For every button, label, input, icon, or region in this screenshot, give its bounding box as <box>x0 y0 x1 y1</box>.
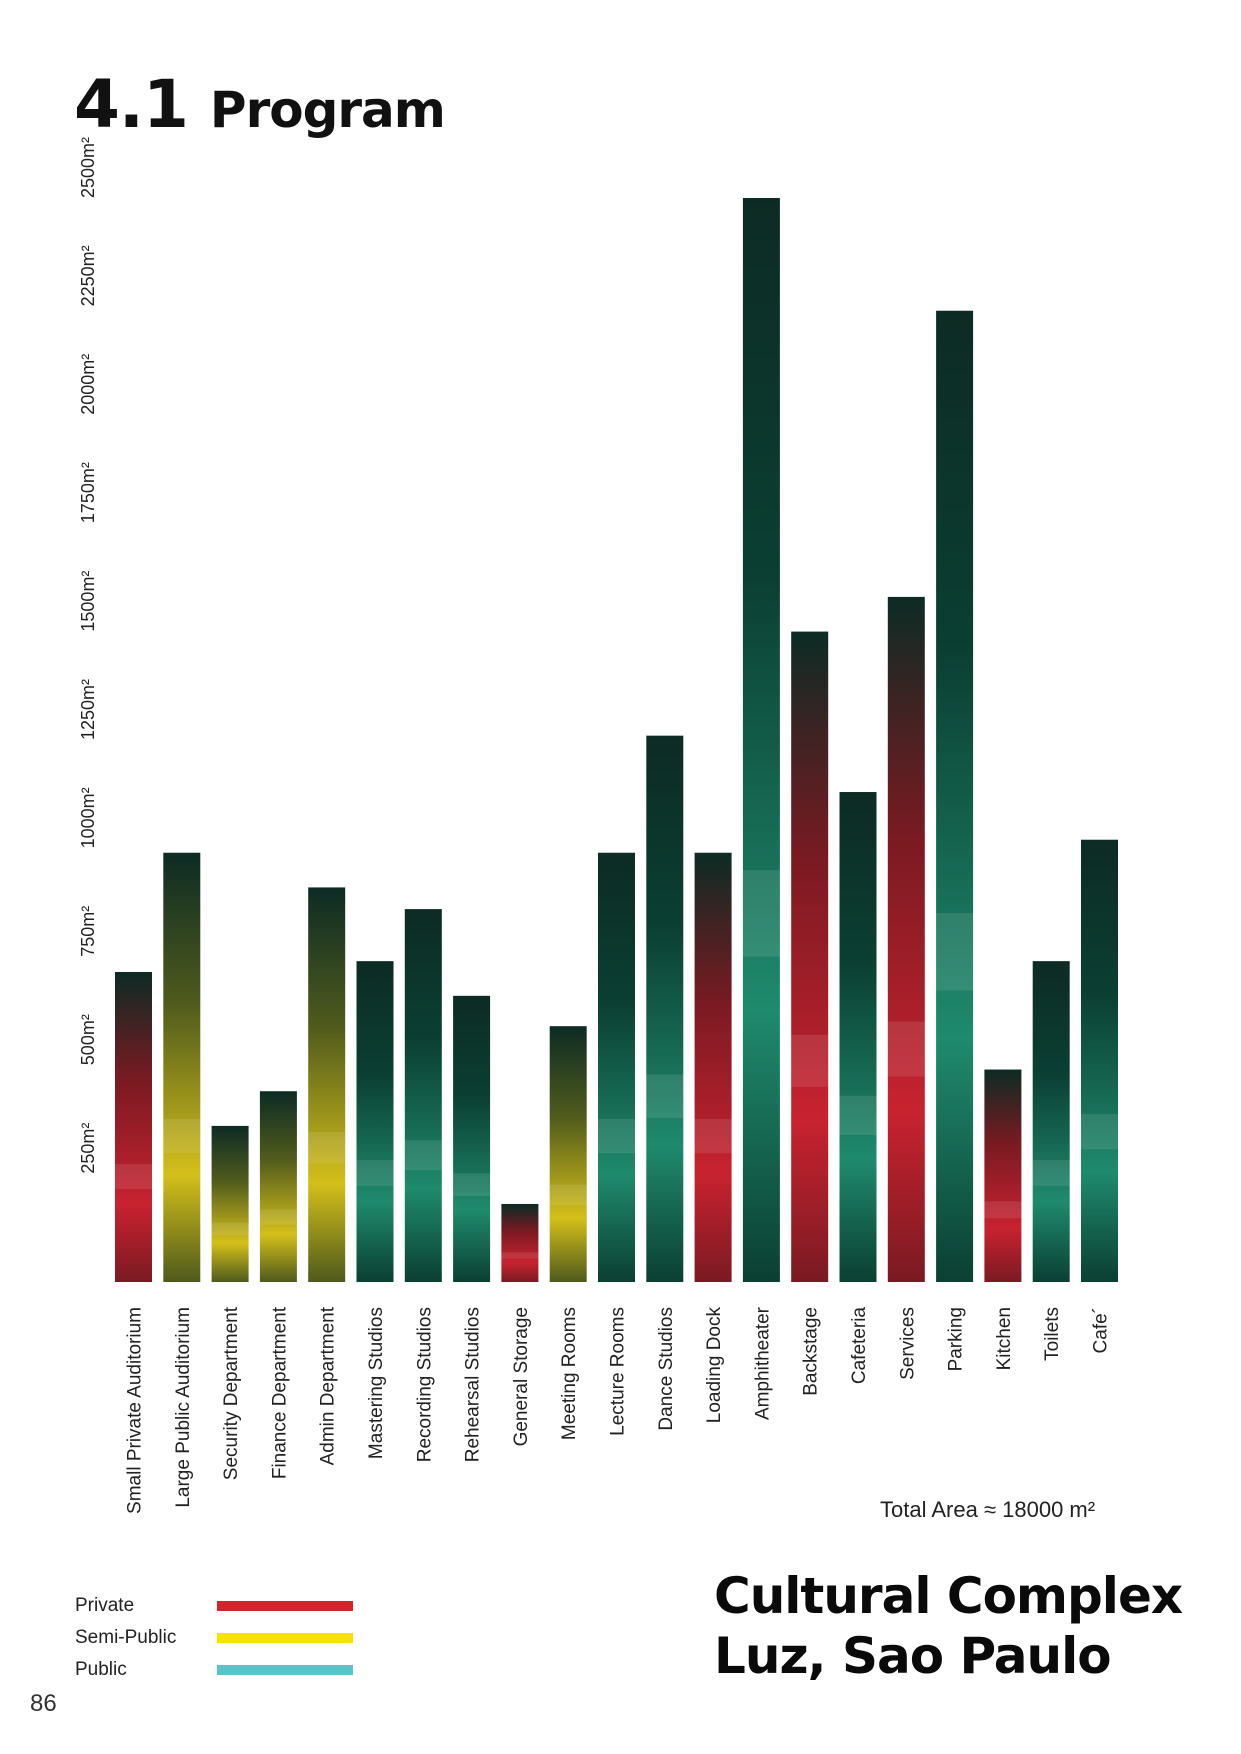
category-label: General Storage <box>511 1307 532 1446</box>
bar-series <box>115 198 1118 1283</box>
bar <box>742 198 780 1282</box>
y-tick-label: 1000m² <box>78 787 98 848</box>
bar-texture <box>259 1209 297 1225</box>
legend-swatch-public <box>217 1665 353 1675</box>
bar-texture <box>936 912 974 991</box>
bar-texture <box>1032 1160 1070 1186</box>
y-tick-label: 2500m² <box>78 137 98 198</box>
project-title: Cultural Complex Luz, Sao Paulo <box>714 1566 1183 1686</box>
legend-item-semi-public: Semi-Public <box>75 1622 353 1654</box>
y-tick-label: 500m² <box>78 1014 98 1065</box>
bar-texture <box>549 1184 587 1206</box>
bar <box>115 971 152 1282</box>
y-axis: 250m² 500m² 750m² 1000m² 1250m² 1500m² 1750m² 2… <box>78 137 98 1174</box>
category-label: Large Public Auditorium <box>173 1307 194 1508</box>
category-label: Recording Studios <box>414 1307 435 1462</box>
bar <box>646 735 684 1282</box>
bar <box>356 961 394 1282</box>
y-tick-label: 1250m² <box>78 679 98 740</box>
category-label: Small Private Auditorium <box>125 1307 146 1514</box>
category-label: Loading Dock <box>704 1307 725 1424</box>
legend-label: Public <box>75 1659 127 1680</box>
category-label: Services <box>897 1307 918 1380</box>
category-label: Mastering Studios <box>366 1307 387 1459</box>
legend-label: Private <box>75 1595 135 1616</box>
bar-texture <box>887 1021 925 1077</box>
bar-texture <box>163 1118 201 1154</box>
category-label: Backstage <box>801 1307 822 1396</box>
y-tick-label: 750m² <box>78 906 98 957</box>
category-label: Admin Department <box>318 1306 339 1465</box>
category-label: Parking <box>946 1307 967 1371</box>
bar <box>936 310 974 1283</box>
legend-label: Semi-Public <box>75 1627 177 1648</box>
category-label: Cafe´ <box>1091 1307 1112 1353</box>
bar-texture <box>356 1160 394 1186</box>
section-title: Program <box>209 81 446 139</box>
bar-texture <box>742 870 780 957</box>
y-tick-label: 250m² <box>78 1123 98 1174</box>
bar-texture <box>646 1074 684 1119</box>
category-label: Finance Department <box>269 1306 290 1479</box>
bar <box>404 909 442 1282</box>
bar-texture <box>839 1095 877 1136</box>
bar <box>549 1026 587 1282</box>
section-number: 4.1 <box>74 66 189 143</box>
bar-texture <box>115 1164 152 1189</box>
legend-item-public: Public <box>75 1654 353 1686</box>
bar <box>1081 839 1118 1282</box>
bar-texture <box>791 1034 829 1087</box>
bar <box>839 792 877 1282</box>
bar <box>791 631 829 1282</box>
category-label: Amphitheater <box>752 1306 773 1420</box>
bar-texture <box>308 1132 346 1164</box>
bar-texture <box>404 1140 442 1171</box>
category-label: Toilets <box>1042 1307 1063 1361</box>
project-title-line-2: Luz, Sao Paulo <box>714 1627 1112 1685</box>
bar <box>259 1091 297 1282</box>
bar-texture <box>211 1222 249 1236</box>
legend-swatch-semi-public <box>217 1633 353 1643</box>
legend-item-private: Private <box>75 1590 353 1622</box>
x-axis-labels: Small Private Auditorium Large Public Aud… <box>125 1306 1112 1514</box>
category-label: Cafeteria <box>849 1307 870 1385</box>
category-label: Lecture Rooms <box>608 1307 629 1436</box>
bar <box>501 1203 539 1282</box>
bar <box>1032 961 1070 1282</box>
bar-texture <box>598 1118 635 1154</box>
category-label: Kitchen <box>994 1307 1015 1370</box>
bar <box>887 596 925 1282</box>
page-heading: 4.1 Program <box>74 66 446 143</box>
bar-texture <box>501 1252 539 1259</box>
total-area-label: Total Area ≈ 18000 m² <box>880 1497 1096 1522</box>
category-label: Meeting Rooms <box>559 1307 580 1440</box>
bar-texture <box>694 1118 732 1154</box>
y-tick-label: 2250m² <box>78 245 98 306</box>
page-number: 86 <box>30 1690 57 1717</box>
bar <box>694 852 732 1282</box>
bar <box>308 887 346 1282</box>
legend-swatch-private <box>217 1601 353 1611</box>
y-tick-label: 1750m² <box>78 462 98 523</box>
bar <box>453 995 491 1282</box>
bar <box>211 1125 249 1282</box>
bar <box>984 1069 1022 1282</box>
category-label: Security Department <box>221 1306 242 1480</box>
bar <box>163 852 201 1282</box>
bar-texture <box>453 1173 491 1197</box>
legend: Private Semi-Public Public <box>75 1590 353 1686</box>
bar-texture <box>984 1201 1022 1219</box>
y-tick-label: 1500m² <box>78 571 98 632</box>
bar-texture <box>1081 1113 1118 1150</box>
category-label: Rehearsal Studios <box>463 1307 484 1462</box>
project-title-line-1: Cultural Complex <box>714 1567 1183 1625</box>
y-tick-label: 2000m² <box>78 354 98 415</box>
bar <box>598 852 635 1282</box>
category-label: Dance Studios <box>656 1307 677 1431</box>
